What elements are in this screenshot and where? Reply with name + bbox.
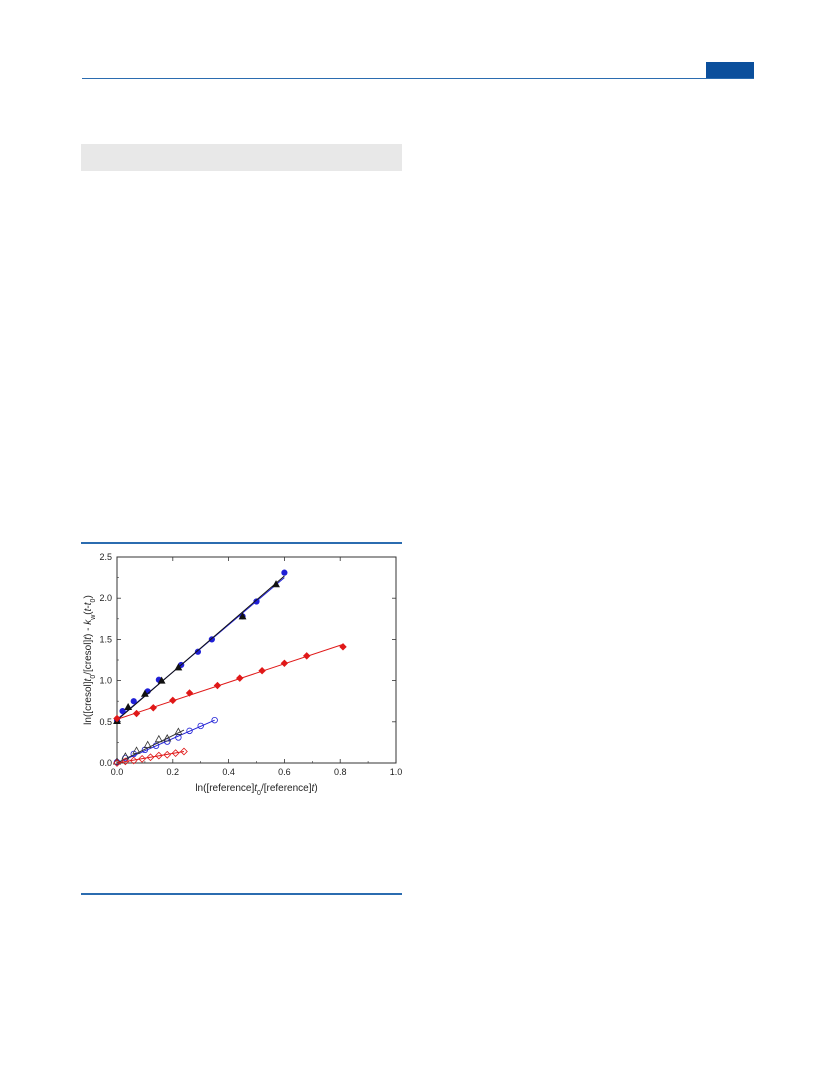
- data-point: [113, 759, 121, 767]
- x-tick-label: 0.4: [222, 767, 235, 777]
- y-tick-label: 2.5: [99, 552, 112, 562]
- header-rule: [82, 78, 754, 79]
- y-tick-label: 1.0: [99, 676, 112, 686]
- data-point: [253, 598, 260, 605]
- axes-frame: [116, 556, 397, 764]
- data-point: [113, 714, 121, 723]
- data-point: [140, 689, 149, 697]
- data-point: [121, 752, 130, 760]
- data-point: [157, 676, 166, 684]
- data-point: [132, 709, 141, 718]
- fit-line: [116, 750, 185, 764]
- data-point: [174, 727, 183, 735]
- figure-top-rule: [81, 542, 402, 544]
- data-point: [163, 734, 172, 742]
- data-point: [149, 704, 157, 712]
- data-point: [281, 569, 288, 576]
- x-tick-label: 0.8: [334, 767, 347, 777]
- data-point: [132, 746, 141, 754]
- data-point: [339, 643, 347, 651]
- y-tick-label: 0.0: [99, 758, 112, 768]
- x-axis-title: ln([reference]t0/[reference]t): [195, 783, 317, 797]
- data-point: [211, 716, 218, 724]
- header-accent-tab: [706, 62, 754, 78]
- data-point: [129, 756, 138, 765]
- section-heading-bar: [81, 144, 402, 171]
- data-point: [236, 674, 244, 682]
- series-2: [113, 643, 347, 723]
- data-point: [119, 707, 126, 715]
- y-axis-title: ln([cresol]t0/[cresol]t) - kw(t-t0): [83, 595, 97, 725]
- fit-line: [116, 575, 285, 721]
- data-point: [124, 702, 133, 710]
- series-5: [113, 747, 188, 767]
- data-point: [197, 722, 204, 730]
- y-tick-label: 1.5: [99, 634, 112, 644]
- data-point: [154, 751, 163, 760]
- data-point: [186, 727, 193, 735]
- figure-bottom-rule: [81, 893, 402, 895]
- data-point: [194, 648, 202, 655]
- y-tick-label: 2.0: [99, 593, 112, 603]
- series-layer: [112, 569, 347, 767]
- kinetics-chart: ln([cresol]t0/[cresol]t) - kw(t-t0) 0.0 0…: [83, 552, 402, 797]
- series-1: [113, 575, 285, 724]
- data-point: [238, 612, 247, 620]
- data-point: [143, 740, 152, 748]
- y-axis-label: ln([cresol]t0/[cresol]t) - kw(t-t0): [83, 595, 97, 725]
- data-point: [213, 681, 222, 690]
- data-point: [185, 689, 194, 697]
- data-point: [272, 580, 280, 588]
- data-point: [280, 659, 289, 668]
- x-axis-label: ln([reference]t0/[reference]t): [195, 783, 317, 797]
- data-point: [169, 696, 177, 705]
- data-point: [163, 750, 172, 759]
- data-point: [180, 747, 188, 756]
- data-point: [208, 636, 215, 643]
- data-point: [174, 663, 183, 671]
- x-tick-label: 0.2: [167, 767, 180, 777]
- x-tick-label: 0.0: [111, 767, 124, 777]
- data-point: [138, 755, 146, 763]
- data-point: [130, 698, 137, 705]
- axis-ticks: 0.0 0.2 0.4 0.6 0.8 1.0 0.0 0.5 1.0 1.5 2.0 2.5: [99, 552, 402, 777]
- x-tick-label: 0.6: [278, 767, 291, 777]
- y-tick-label: 0.5: [99, 717, 112, 727]
- data-point: [154, 734, 163, 743]
- data-point: [171, 749, 180, 757]
- plot-frame: [116, 556, 397, 764]
- data-point: [121, 757, 130, 766]
- x-tick-label: 1.0: [390, 767, 403, 777]
- data-point: [146, 753, 155, 762]
- data-point: [258, 666, 266, 675]
- data-point: [302, 652, 311, 660]
